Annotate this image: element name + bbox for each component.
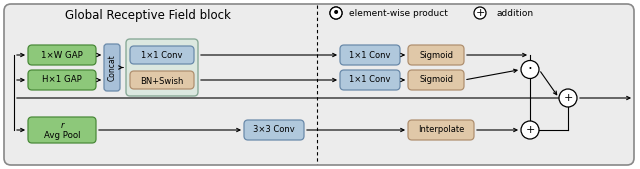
Circle shape [521, 61, 539, 78]
Text: Sigmoid: Sigmoid [419, 76, 453, 84]
Text: +: + [476, 8, 484, 18]
Circle shape [330, 7, 342, 19]
FancyBboxPatch shape [408, 70, 464, 90]
FancyBboxPatch shape [28, 70, 96, 90]
Text: 1×1 Conv: 1×1 Conv [349, 51, 391, 59]
FancyBboxPatch shape [104, 44, 120, 91]
Text: 1×1 Conv: 1×1 Conv [349, 76, 391, 84]
FancyBboxPatch shape [28, 117, 96, 143]
Text: ·: · [333, 6, 339, 20]
FancyBboxPatch shape [340, 45, 400, 65]
Text: +: + [563, 93, 573, 103]
Text: r: r [60, 120, 64, 129]
Text: Concat: Concat [108, 54, 116, 81]
Circle shape [330, 7, 342, 19]
FancyBboxPatch shape [408, 120, 474, 140]
Text: element-wise product: element-wise product [349, 8, 447, 18]
Text: addition: addition [497, 8, 534, 18]
FancyBboxPatch shape [28, 45, 96, 65]
Text: 1×1 Conv: 1×1 Conv [141, 52, 183, 61]
Text: Sigmoid: Sigmoid [419, 51, 453, 59]
FancyBboxPatch shape [4, 4, 634, 165]
FancyBboxPatch shape [244, 120, 304, 140]
Text: BN+Swish: BN+Swish [140, 77, 184, 86]
FancyBboxPatch shape [408, 45, 464, 65]
FancyBboxPatch shape [126, 39, 198, 96]
FancyBboxPatch shape [130, 71, 194, 89]
Text: +: + [525, 125, 534, 135]
FancyBboxPatch shape [340, 70, 400, 90]
FancyBboxPatch shape [130, 46, 194, 64]
Text: ·: · [527, 62, 532, 77]
Text: •: • [332, 6, 340, 20]
Text: Global Receptive Field block: Global Receptive Field block [65, 9, 231, 22]
Circle shape [474, 7, 486, 19]
Text: Avg Pool: Avg Pool [44, 130, 80, 139]
Text: 1×W GAP: 1×W GAP [41, 51, 83, 59]
Text: 3×3 Conv: 3×3 Conv [253, 126, 295, 135]
Circle shape [521, 121, 539, 139]
Text: H×1 GAP: H×1 GAP [42, 76, 82, 84]
Text: Interpolate: Interpolate [418, 126, 464, 135]
Circle shape [559, 89, 577, 107]
